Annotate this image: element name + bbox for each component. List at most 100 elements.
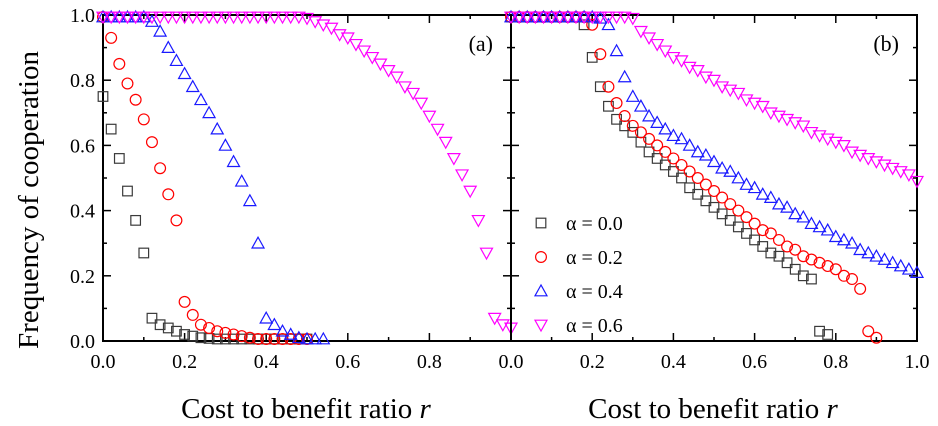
- series-a-1: [96, 11, 314, 346]
- y-tick-label: 1.0: [70, 5, 95, 27]
- data-point: [667, 166, 679, 177]
- data-point: [251, 11, 266, 25]
- legend: α = 0.0 α = 0.2 α = 0.4 α = 0.6: [533, 213, 623, 337]
- data-point: [169, 11, 184, 25]
- data-point: [682, 61, 697, 75]
- data-point: [104, 11, 119, 25]
- data-point: [771, 196, 786, 210]
- data-point: [520, 11, 535, 25]
- data-point: [699, 178, 712, 191]
- data-point: [113, 153, 125, 164]
- data-point: [389, 71, 404, 85]
- data-point: [820, 222, 835, 236]
- data-point: [732, 204, 745, 217]
- x-tick-label-a: 0.2: [172, 351, 197, 373]
- data-point: [397, 81, 412, 94]
- data-point: [242, 11, 257, 25]
- data-point: [471, 214, 486, 228]
- data-point: [422, 110, 437, 124]
- data-point: [95, 11, 111, 25]
- legend-label: α = 0.0: [566, 213, 623, 235]
- data-point: [234, 174, 249, 187]
- data-point: [764, 227, 777, 240]
- panel-a: 0.0 0.2 0.4 0.6 0.8 0.0 0.2 0.4 0.6 0.8 1.0 (a): [70, 5, 519, 373]
- x-tick-label-b: 0.8: [823, 351, 848, 373]
- x-axis-title-b-var: r: [827, 393, 839, 425]
- data-point: [381, 65, 396, 78]
- data-point: [609, 11, 624, 25]
- data-point: [120, 11, 135, 25]
- data-point: [194, 318, 207, 331]
- legend-item: α = 0.2: [534, 247, 623, 269]
- data-point: [651, 139, 664, 152]
- data-point: [869, 249, 884, 262]
- y-tick-label: 0.6: [70, 135, 95, 157]
- data-point: [667, 152, 680, 165]
- x-axis-title-a-var: r: [420, 393, 432, 425]
- data-point: [185, 79, 200, 93]
- data-point: [690, 65, 705, 78]
- data-point: [846, 273, 859, 286]
- data-point: [627, 126, 639, 138]
- data-point: [187, 330, 199, 342]
- data-point: [909, 265, 925, 278]
- data-point: [788, 206, 803, 220]
- data-point: [684, 182, 696, 194]
- data-point: [806, 273, 817, 285]
- data-point: [748, 217, 761, 230]
- data-point: [763, 190, 778, 203]
- data-point: [177, 66, 192, 80]
- data-point: [796, 120, 811, 134]
- x-tick-label-a: 0.6: [335, 351, 360, 373]
- x-tick-label-b: 0.2: [580, 351, 605, 373]
- data-point: [162, 188, 175, 201]
- data-point: [308, 331, 323, 345]
- y-tick-label: 0.8: [70, 70, 95, 92]
- data-point: [170, 214, 183, 227]
- data-point: [291, 330, 306, 344]
- data-point: [193, 92, 208, 106]
- data-point: [113, 57, 126, 70]
- series-b-2: [503, 9, 925, 278]
- data-point: [731, 87, 746, 101]
- data-point: [773, 250, 785, 262]
- data-point: [316, 331, 331, 345]
- data-point: [161, 40, 176, 54]
- data-point: [706, 74, 722, 88]
- x-tick-label-a: 0.4: [254, 351, 279, 373]
- data-point: [210, 11, 225, 25]
- data-point: [755, 100, 770, 114]
- panel-b: 0.0 0.2 0.4 0.6 0.8 1.0 (b): [499, 9, 930, 373]
- data-point: [226, 11, 241, 25]
- data-point: [512, 11, 527, 25]
- data-point: [227, 328, 240, 341]
- data-point: [812, 219, 827, 233]
- data-point: [885, 255, 900, 269]
- data-point: [763, 107, 778, 121]
- data-point: [658, 121, 673, 135]
- data-point: [828, 229, 843, 243]
- data-point: [821, 260, 834, 273]
- data-point: [666, 128, 681, 142]
- data-point: [568, 11, 583, 25]
- data-point: [251, 235, 266, 249]
- data-point: [259, 11, 274, 25]
- data-point: [854, 282, 867, 295]
- data-point: [121, 77, 134, 90]
- data-point: [724, 198, 737, 211]
- data-point: [154, 319, 166, 331]
- data-point: [741, 228, 752, 239]
- data-point: [122, 185, 133, 197]
- data-point: [731, 170, 746, 184]
- data-point: [446, 153, 461, 166]
- series-a-2: [95, 9, 331, 345]
- data-point: [210, 121, 225, 135]
- x-axis-title-a: Cost to benefit ratio r: [181, 393, 431, 425]
- data-point: [610, 97, 623, 110]
- data-point: [724, 214, 736, 226]
- data-point: [739, 177, 754, 190]
- data-point: [625, 12, 640, 26]
- data-point: [700, 195, 712, 207]
- x-tick-label-b: 0.4: [661, 351, 686, 373]
